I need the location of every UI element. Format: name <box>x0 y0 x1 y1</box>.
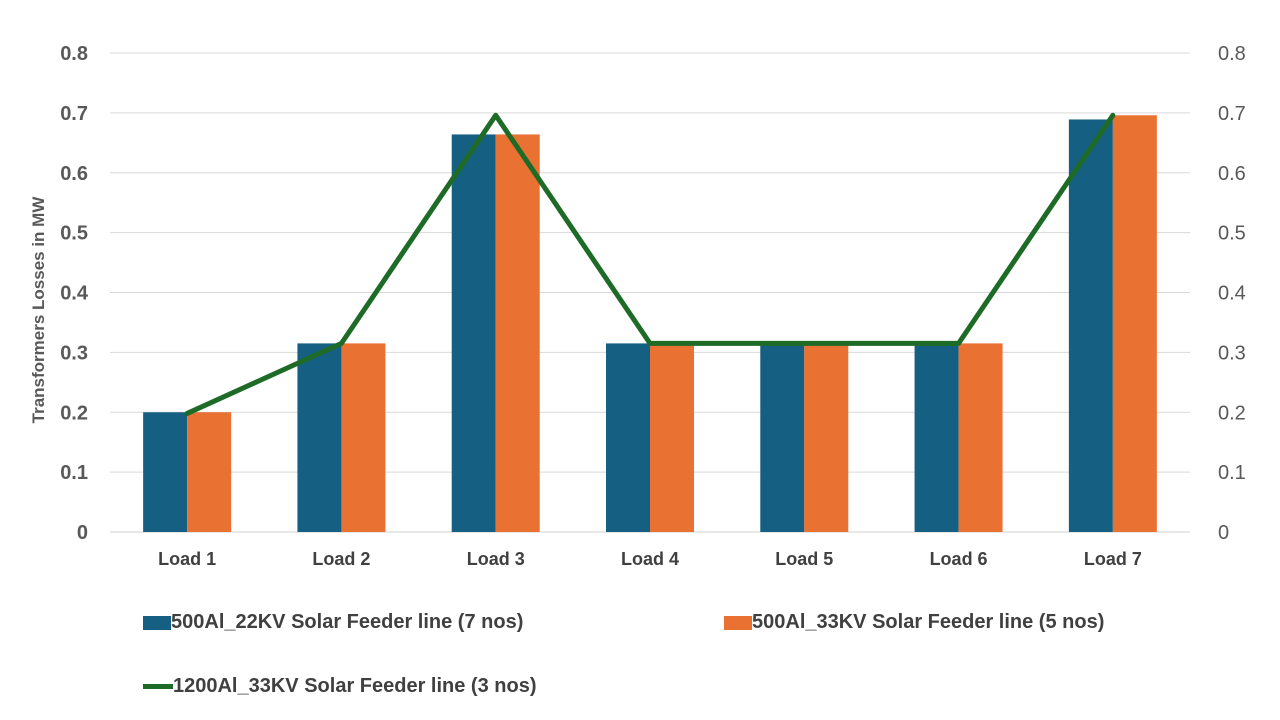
legend-label-series-2: 500Al_33KV Solar Feeder line (5 nos) <box>752 611 1105 633</box>
right-tick-label: 0.1 <box>1218 462 1246 484</box>
category-label: Load 1 <box>158 549 216 569</box>
left-axis-ticks: 0 0.1 0.2 0.3 0.4 0.5 0.6 0.7 0.8 <box>60 43 89 544</box>
left-tick-label: 0.1 <box>60 462 88 484</box>
gridlines <box>110 52 1190 533</box>
right-tick-label: 0.6 <box>1218 163 1246 185</box>
bar-series-2-load-2 <box>341 343 386 532</box>
legend-item-series-2: 500Al_33KV Solar Feeder line (5 nos) <box>724 611 1104 634</box>
bar-series-2-load-6 <box>958 343 1003 532</box>
bar-series-2-load-5 <box>804 343 849 532</box>
bar-series-2-load-7 <box>1112 115 1157 533</box>
right-tick-label: 0.2 <box>1218 402 1246 424</box>
right-tick-label: 0.8 <box>1218 43 1246 65</box>
legend-swatch-series-3 <box>143 684 173 689</box>
bar-series-1-load-6 <box>914 343 959 532</box>
bar-series-2-load-1 <box>187 412 232 532</box>
left-tick-label: 0.4 <box>60 283 89 305</box>
category-label: Load 7 <box>1084 549 1142 569</box>
left-tick-label: 0.7 <box>60 103 88 125</box>
right-tick-label: 0.7 <box>1218 103 1246 125</box>
bar-series-1-load-2 <box>297 343 342 532</box>
legend-item-series-3: 1200Al_33KV Solar Feeder line (3 nos) <box>143 675 537 698</box>
left-tick-label: 0 <box>77 522 88 544</box>
bar-series-1-load-5 <box>760 343 805 532</box>
right-tick-label: 0.3 <box>1218 342 1246 364</box>
legend-label-series-3: 1200Al_33KV Solar Feeder line (3 nos) <box>173 675 537 697</box>
bar-series-2-load-3 <box>495 134 540 532</box>
left-tick-label: 0.5 <box>60 223 88 245</box>
legend-swatch-series-1 <box>143 615 171 630</box>
left-tick-label: 0.8 <box>60 43 88 65</box>
bar-series-1-load-1 <box>143 412 188 532</box>
left-tick-label: 0.3 <box>60 342 88 364</box>
left-tick-label: 0.2 <box>60 402 88 424</box>
right-tick-label: 0.4 <box>1218 283 1246 305</box>
bars <box>143 115 1157 533</box>
bar-series-1-load-3 <box>451 134 496 532</box>
y-axis-title: Transformers Losses in MW <box>29 196 48 424</box>
bar-series-2-load-4 <box>650 343 694 532</box>
line-series-layer <box>184 112 1116 416</box>
bar-series-1-load-4 <box>606 343 650 532</box>
right-axis-ticks: 0 0.1 0.2 0.3 0.4 0.5 0.6 0.7 0.8 <box>1218 43 1246 544</box>
right-tick-label: 0 <box>1218 522 1229 544</box>
category-label: Load 2 <box>312 549 370 569</box>
left-tick-label: 0.6 <box>60 163 88 185</box>
legend-item-series-1: 500Al_22KV Solar Feeder line (7 nos) <box>143 611 523 634</box>
bar-series-1-load-7 <box>1068 119 1113 533</box>
legend-swatch-series-2 <box>724 615 752 630</box>
category-label: Load 4 <box>621 549 679 569</box>
right-tick-label: 0.5 <box>1218 223 1246 245</box>
category-label: Load 6 <box>930 549 988 569</box>
line-series-1 <box>184 112 1116 416</box>
category-label: Load 3 <box>467 549 525 569</box>
category-label: Load 5 <box>775 549 833 569</box>
legend-label-series-1: 500Al_22KV Solar Feeder line (7 nos) <box>171 611 524 633</box>
category-labels: Load 1 Load 2 Load 3 Load 4 Load 5 Load 6 Load… <box>158 549 1142 569</box>
